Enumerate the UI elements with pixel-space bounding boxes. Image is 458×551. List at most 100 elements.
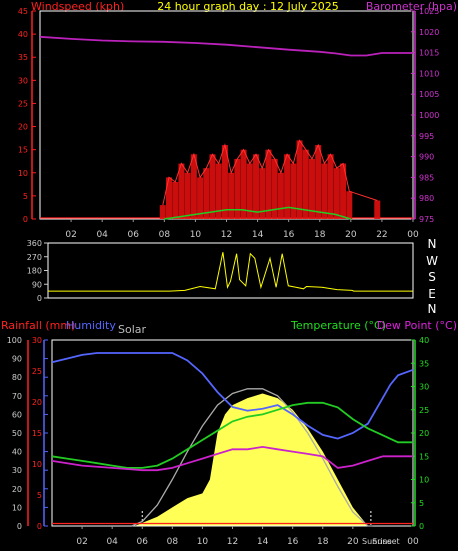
wind-direction-plot-frame: [47, 242, 414, 299]
top-hour-tick-label: 00: [407, 230, 419, 240]
barometer-tick-label: 1000: [419, 111, 439, 120]
rain-tick-label: 0: [37, 522, 42, 531]
wind-gust-bar: [197, 177, 204, 219]
temperature-tick-label: 40: [419, 336, 429, 345]
wind-gust-bar: [290, 163, 297, 219]
dew-point-line: [51, 445, 413, 472]
top-hour-tick-label: 20: [345, 230, 357, 240]
compass-n-bottom: N: [428, 302, 437, 316]
compass-n-top: N: [428, 237, 437, 251]
wind-gust-bar: [340, 163, 347, 219]
windspeed-tick-label: 25: [18, 99, 28, 108]
solar-max-line: [131, 388, 373, 527]
humidity-tick-label: 10: [12, 503, 22, 512]
top-hour-tick-label: 02: [65, 230, 76, 240]
bottom-hour-tick-label: 14: [257, 537, 269, 547]
top-hour-tick-label: 08: [159, 230, 171, 240]
humidity-tick-label: 50: [12, 429, 22, 438]
wind-gust-bar: [259, 168, 266, 219]
direction-tick-label: 180: [27, 267, 42, 276]
windspeed-tick-label: 15: [18, 146, 28, 155]
windspeed-axis-label: Windspeed (kph): [31, 0, 124, 13]
wind-gust-line: [162, 139, 378, 206]
bottom-hour-tick-label: 02: [76, 537, 87, 547]
humidity-tick-label: 90: [12, 355, 22, 364]
top-hour-tick-label: 18: [314, 230, 326, 240]
direction-tick-label: 0: [37, 294, 42, 303]
wind-average-line: [164, 206, 352, 220]
windspeed-tick-label: 0: [23, 215, 28, 224]
humidity-tick-label: 0: [17, 522, 22, 531]
top-hour-tick-label: 06: [128, 230, 140, 240]
wind-gust-bar: [277, 172, 284, 219]
wind-gust-bar: [221, 145, 228, 219]
wind-gust-bar: [178, 163, 185, 219]
wind-gust-bar: [346, 191, 353, 219]
barometer-tick-label: 990: [419, 153, 434, 162]
temperature-tick-label: 0: [419, 522, 424, 531]
windspeed-tick-label: 40: [18, 30, 28, 39]
rain-tick-label: 25: [32, 367, 42, 376]
windspeed-tick-label: 45: [18, 7, 28, 16]
wind-gust-bar: [302, 149, 309, 219]
wind-gust-bar: [215, 163, 222, 219]
rain-tick-label: 15: [32, 429, 42, 438]
wind-gust-bar: [374, 200, 381, 219]
compass-s: S: [428, 270, 436, 284]
rain-tick-label: 10: [32, 460, 42, 469]
humidity-tick-label: 30: [12, 466, 22, 475]
barometer-tick-label: 1015: [419, 49, 439, 58]
temperature-tick-label: 5: [419, 499, 424, 508]
barometer-line: [39, 35, 413, 57]
windspeed-tick-label: 10: [18, 169, 28, 178]
humidity-axis-label: Humidity: [66, 319, 116, 332]
bottom-hour-tick-label: 18: [317, 537, 329, 547]
sunset-label: Sunset: [372, 537, 399, 546]
bottom-hour-tick-label: 10: [197, 537, 209, 547]
rainfall-axis-label: Rainfall (mm): [1, 319, 75, 332]
wind-gust-bar: [184, 172, 191, 219]
wind-gust-bar: [296, 140, 303, 219]
wind-gust-bar: [271, 158, 278, 219]
top-hour-tick-label: 12: [221, 230, 232, 240]
wind-gust-bar: [284, 154, 291, 219]
bottom-hour-tick-label: 06: [137, 537, 149, 547]
wind-gust-bar: [159, 205, 166, 219]
barometer-tick-label: 995: [419, 132, 434, 141]
barometer-tick-label: 1010: [419, 69, 439, 78]
direction-tick-label: 360: [27, 239, 42, 248]
dew-point-axis-label: Dew Point (°C): [377, 319, 457, 332]
barometer-tick-label: 985: [419, 173, 434, 182]
barometer-tick-label: 1025: [419, 7, 439, 16]
bottom-hour-tick-label: 12: [227, 537, 238, 547]
wind-gust-bar: [203, 168, 210, 219]
bottom-hour-tick-label: 16: [287, 537, 299, 547]
temperature-tick-label: 35: [419, 359, 429, 368]
temperature-axis-label: Temperature (°C): [290, 319, 386, 332]
humidity-tick-label: 100: [7, 336, 22, 345]
bottom-hour-tick-label: 08: [167, 537, 179, 547]
bottom-hour-tick-label: 20: [347, 537, 359, 547]
rain-tick-label: 30: [32, 336, 42, 345]
windspeed-tick-label: 5: [23, 192, 28, 201]
barometer-tick-label: 1020: [419, 28, 439, 37]
wind-gust-bar: [246, 163, 253, 219]
windspeed-tick-label: 35: [18, 53, 28, 62]
humidity-tick-label: 40: [12, 448, 22, 457]
windspeed-tick-label: 20: [18, 123, 28, 132]
barometer-tick-label: 980: [419, 194, 434, 203]
humidity-tick-label: 80: [12, 373, 22, 382]
wind-gust-bar: [240, 149, 247, 219]
wind-gust-bar: [327, 154, 334, 219]
wind-direction-line: [48, 252, 413, 292]
humidity-tick-label: 20: [12, 485, 22, 494]
top-hour-tick-label: 22: [376, 230, 387, 240]
rain-tick-label: 5: [37, 491, 42, 500]
bottom-hour-tick-label: 04: [106, 537, 118, 547]
humidity-line: [51, 352, 414, 440]
wind-gust-bar: [253, 154, 260, 219]
barometer-tick-label: 1005: [419, 90, 439, 99]
temperature-tick-label: 10: [419, 476, 429, 485]
wind-gust-bar: [265, 149, 272, 219]
